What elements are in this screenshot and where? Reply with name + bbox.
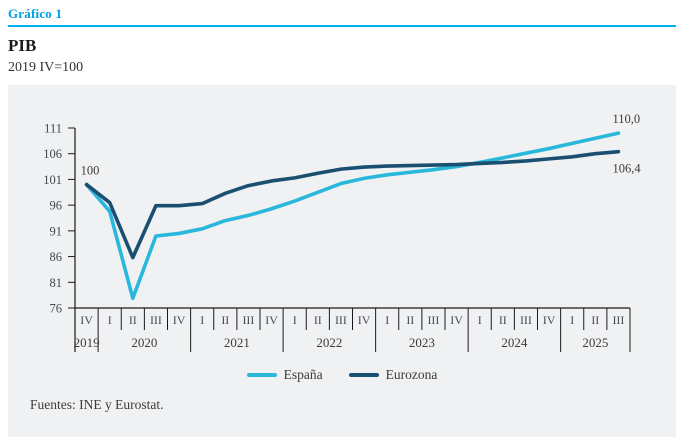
annotation-1100: 110,0 [612, 112, 640, 126]
quarter-label: I [293, 313, 297, 327]
quarter-label: IV [173, 313, 186, 327]
quarter-label: III [150, 313, 162, 327]
legend-swatch-eurozona [348, 373, 379, 377]
annotation-100: 100 [81, 164, 100, 178]
y-axis-tick-label: 86 [50, 250, 63, 264]
legend-swatch-espana [246, 373, 277, 377]
year-label: 2022 [316, 335, 342, 350]
quarter-label: III [427, 313, 439, 327]
chart-subtitle: 2019 IV=100 [8, 60, 84, 75]
year-label: 2023 [409, 335, 435, 350]
quarter-label: III [335, 313, 347, 327]
quarter-label: IV [543, 313, 556, 327]
annotation-1064: 106,4 [612, 162, 641, 176]
quarter-label: IV [80, 313, 93, 327]
y-axis-tick-label: 101 [43, 173, 62, 187]
quarter-label: II [406, 313, 414, 327]
y-axis-tick-label: 76 [50, 302, 63, 316]
year-label: 2019 [74, 335, 100, 350]
quarter-label: I [108, 313, 112, 327]
quarter-label: I [385, 313, 389, 327]
legend-label-espana: España [283, 367, 323, 382]
eurozona-line [84, 149, 621, 260]
chart-title: PIB [8, 36, 37, 55]
legend-label-eurozona: Eurozona [385, 367, 438, 382]
year-label: 2025 [582, 335, 608, 350]
quarter-label: I [570, 313, 574, 327]
quarter-label: II [591, 313, 599, 327]
y-axis-tick-label: 106 [43, 147, 62, 161]
source-note: Fuentes: INE y Eurostat. [30, 397, 164, 412]
header-rule [8, 25, 676, 27]
chart-legend: España Eurozona [8, 365, 676, 385]
quarter-label: I [478, 313, 482, 327]
year-label: 2020 [131, 335, 157, 350]
quarter-label: II [221, 313, 229, 327]
year-label: 2024 [501, 335, 528, 350]
quarter-label: III [520, 313, 532, 327]
y-axis-tick-label: 96 [50, 199, 63, 213]
quarter-label: IV [450, 313, 463, 327]
quarter-label: II [129, 313, 137, 327]
quarter-label: III [242, 313, 254, 327]
quarter-label: III [612, 313, 624, 327]
quarter-label: IV [265, 313, 278, 327]
chart-kicker: Gráfico 1 [8, 6, 63, 21]
quarter-label: II [499, 313, 507, 327]
legend-item-eurozona: Eurozona [348, 367, 438, 383]
year-label: 2021 [224, 335, 250, 350]
chart-panel: 111 106 101 96 91 86 81 76 IV I II III IV I II III IV I II… [8, 85, 676, 437]
y-axis-tick-label: 81 [50, 276, 63, 290]
quarter-label: II [314, 313, 322, 327]
chart-header: Gráfico 1 PIB 2019 IV=100 [8, 6, 676, 76]
legend-item-espana: España [246, 367, 323, 383]
y-axis-tick-label: 91 [50, 224, 63, 238]
quarter-label: I [200, 313, 204, 327]
espana-line [84, 131, 621, 301]
quarter-label: IV [358, 313, 371, 327]
y-axis-tick-label: 111 [44, 122, 62, 136]
